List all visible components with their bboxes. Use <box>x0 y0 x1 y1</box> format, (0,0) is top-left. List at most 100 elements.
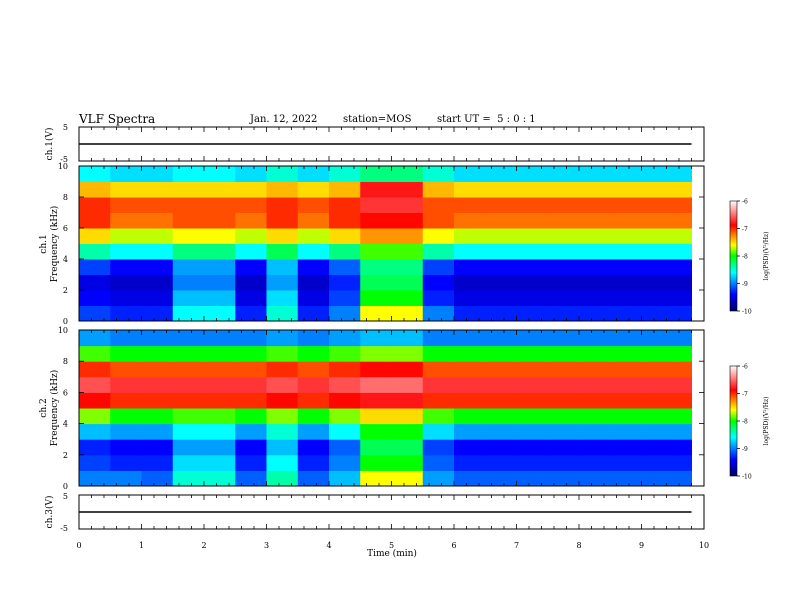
heatmap-cell <box>391 345 424 362</box>
heatmap-cell <box>172 228 205 244</box>
heatmap-cell <box>172 470 205 487</box>
heatmap-cell <box>516 305 549 322</box>
heatmap-cell <box>422 259 455 275</box>
heatmap-cell <box>454 423 486 440</box>
heatmap-cell <box>297 439 330 456</box>
heatmap-cell <box>360 345 392 362</box>
heatmap-cell <box>172 345 205 362</box>
heatmap-cell <box>672 197 692 213</box>
y-tick-label: 6 <box>63 388 68 397</box>
heatmap-cell <box>610 376 642 393</box>
heatmap-cell <box>579 259 611 275</box>
y-tick-label: 10 <box>58 326 68 335</box>
x-tick-label: 10 <box>699 541 709 550</box>
heatmap-cell <box>641 259 674 275</box>
heatmap-cell <box>485 408 517 425</box>
heatmap-cell <box>141 423 174 440</box>
heatmap-cell <box>110 330 142 347</box>
heatmap-cell <box>110 259 142 275</box>
heatmap-cell <box>485 361 517 378</box>
heatmap-cell <box>579 274 611 291</box>
heatmap-cell <box>141 361 174 378</box>
heatmap-cell <box>235 212 267 229</box>
colorbar-tick-label: -9 <box>742 446 748 453</box>
heatmap-cell <box>360 228 392 244</box>
heatmap-cell <box>610 305 642 322</box>
ch3-voltage-tick-bottom: -5 <box>60 524 68 533</box>
heatmap-cell <box>297 345 330 362</box>
heatmap-cell <box>235 454 267 471</box>
heatmap-cell <box>204 470 236 487</box>
colorbar-tick-label: -6 <box>742 199 748 206</box>
y-tick-label: 2 <box>63 286 68 295</box>
heatmap-cell <box>79 330 111 347</box>
heatmap-cell <box>110 454 142 471</box>
heatmap-cell <box>360 423 392 440</box>
heatmap-cell <box>297 454 330 471</box>
heatmap-cell <box>204 361 236 378</box>
heatmap-cell <box>266 345 299 362</box>
heatmap-cell <box>329 274 361 291</box>
heatmap-cell <box>672 392 692 409</box>
heatmap-cell <box>360 454 392 471</box>
heatmap-cell <box>547 423 580 440</box>
ch3-voltage-label: ch.3(V) <box>44 496 55 529</box>
heatmap-cell <box>79 305 111 322</box>
heatmap-cell <box>422 330 455 347</box>
heatmap-cell <box>297 290 330 306</box>
heatmap-cell <box>672 439 692 456</box>
heatmap-cell <box>204 454 236 471</box>
x-tick-label: 1 <box>139 541 144 550</box>
heatmap-cell <box>297 423 330 440</box>
heatmap-cell <box>329 212 361 229</box>
heatmap-cell <box>79 243 111 260</box>
heatmap-cell <box>360 274 392 291</box>
heatmap-cell <box>297 361 330 378</box>
heatmap-cell <box>297 243 330 260</box>
heatmap-cell <box>141 228 174 244</box>
colorbar-tick-label: -6 <box>742 364 748 371</box>
heatmap-cell <box>610 274 642 291</box>
heatmap-cell <box>329 345 361 362</box>
heatmap-cell <box>141 408 174 425</box>
heatmap-cell <box>516 243 549 260</box>
heatmap-cell <box>454 454 486 471</box>
heatmap-cell <box>454 376 486 393</box>
heatmap-cell <box>579 290 611 306</box>
heatmap-cell <box>516 330 549 347</box>
heatmap-cell <box>360 392 392 409</box>
heatmap-cell <box>610 212 642 229</box>
heatmap-cell <box>485 345 517 362</box>
heatmap-cell <box>110 345 142 362</box>
heatmap-cell <box>79 470 111 487</box>
heatmap-cell <box>391 274 424 291</box>
x-tick-label: 8 <box>576 541 581 550</box>
heatmap-cell <box>422 345 455 362</box>
heatmap-cell <box>204 181 236 198</box>
colorbar-tick-label: -9 <box>742 281 748 288</box>
heatmap-cell <box>172 243 205 260</box>
heatmap-cell <box>579 228 611 244</box>
heatmap-cell <box>391 408 424 425</box>
heatmap-cell <box>610 166 642 182</box>
heatmap-cell <box>329 259 361 275</box>
heatmap-cell <box>454 361 486 378</box>
heatmap-cell <box>141 376 174 393</box>
heatmap-cell <box>516 228 549 244</box>
ch1-spectrogram-cells <box>79 166 692 322</box>
heatmap-cell <box>422 181 455 198</box>
heatmap-cell <box>610 345 642 362</box>
heatmap-cell <box>485 181 517 198</box>
heatmap-cell <box>672 376 692 393</box>
heatmap-cell <box>454 305 486 322</box>
colorbar-ch1-gradient <box>729 200 738 312</box>
heatmap-cell <box>485 274 517 291</box>
heatmap-cell <box>266 305 299 322</box>
heatmap-cell <box>360 212 392 229</box>
heatmap-cell <box>579 454 611 471</box>
heatmap-cell <box>110 408 142 425</box>
heatmap-cell <box>485 392 517 409</box>
heatmap-cell <box>141 330 174 347</box>
heatmap-cell <box>235 228 267 244</box>
heatmap-cell <box>672 423 692 440</box>
